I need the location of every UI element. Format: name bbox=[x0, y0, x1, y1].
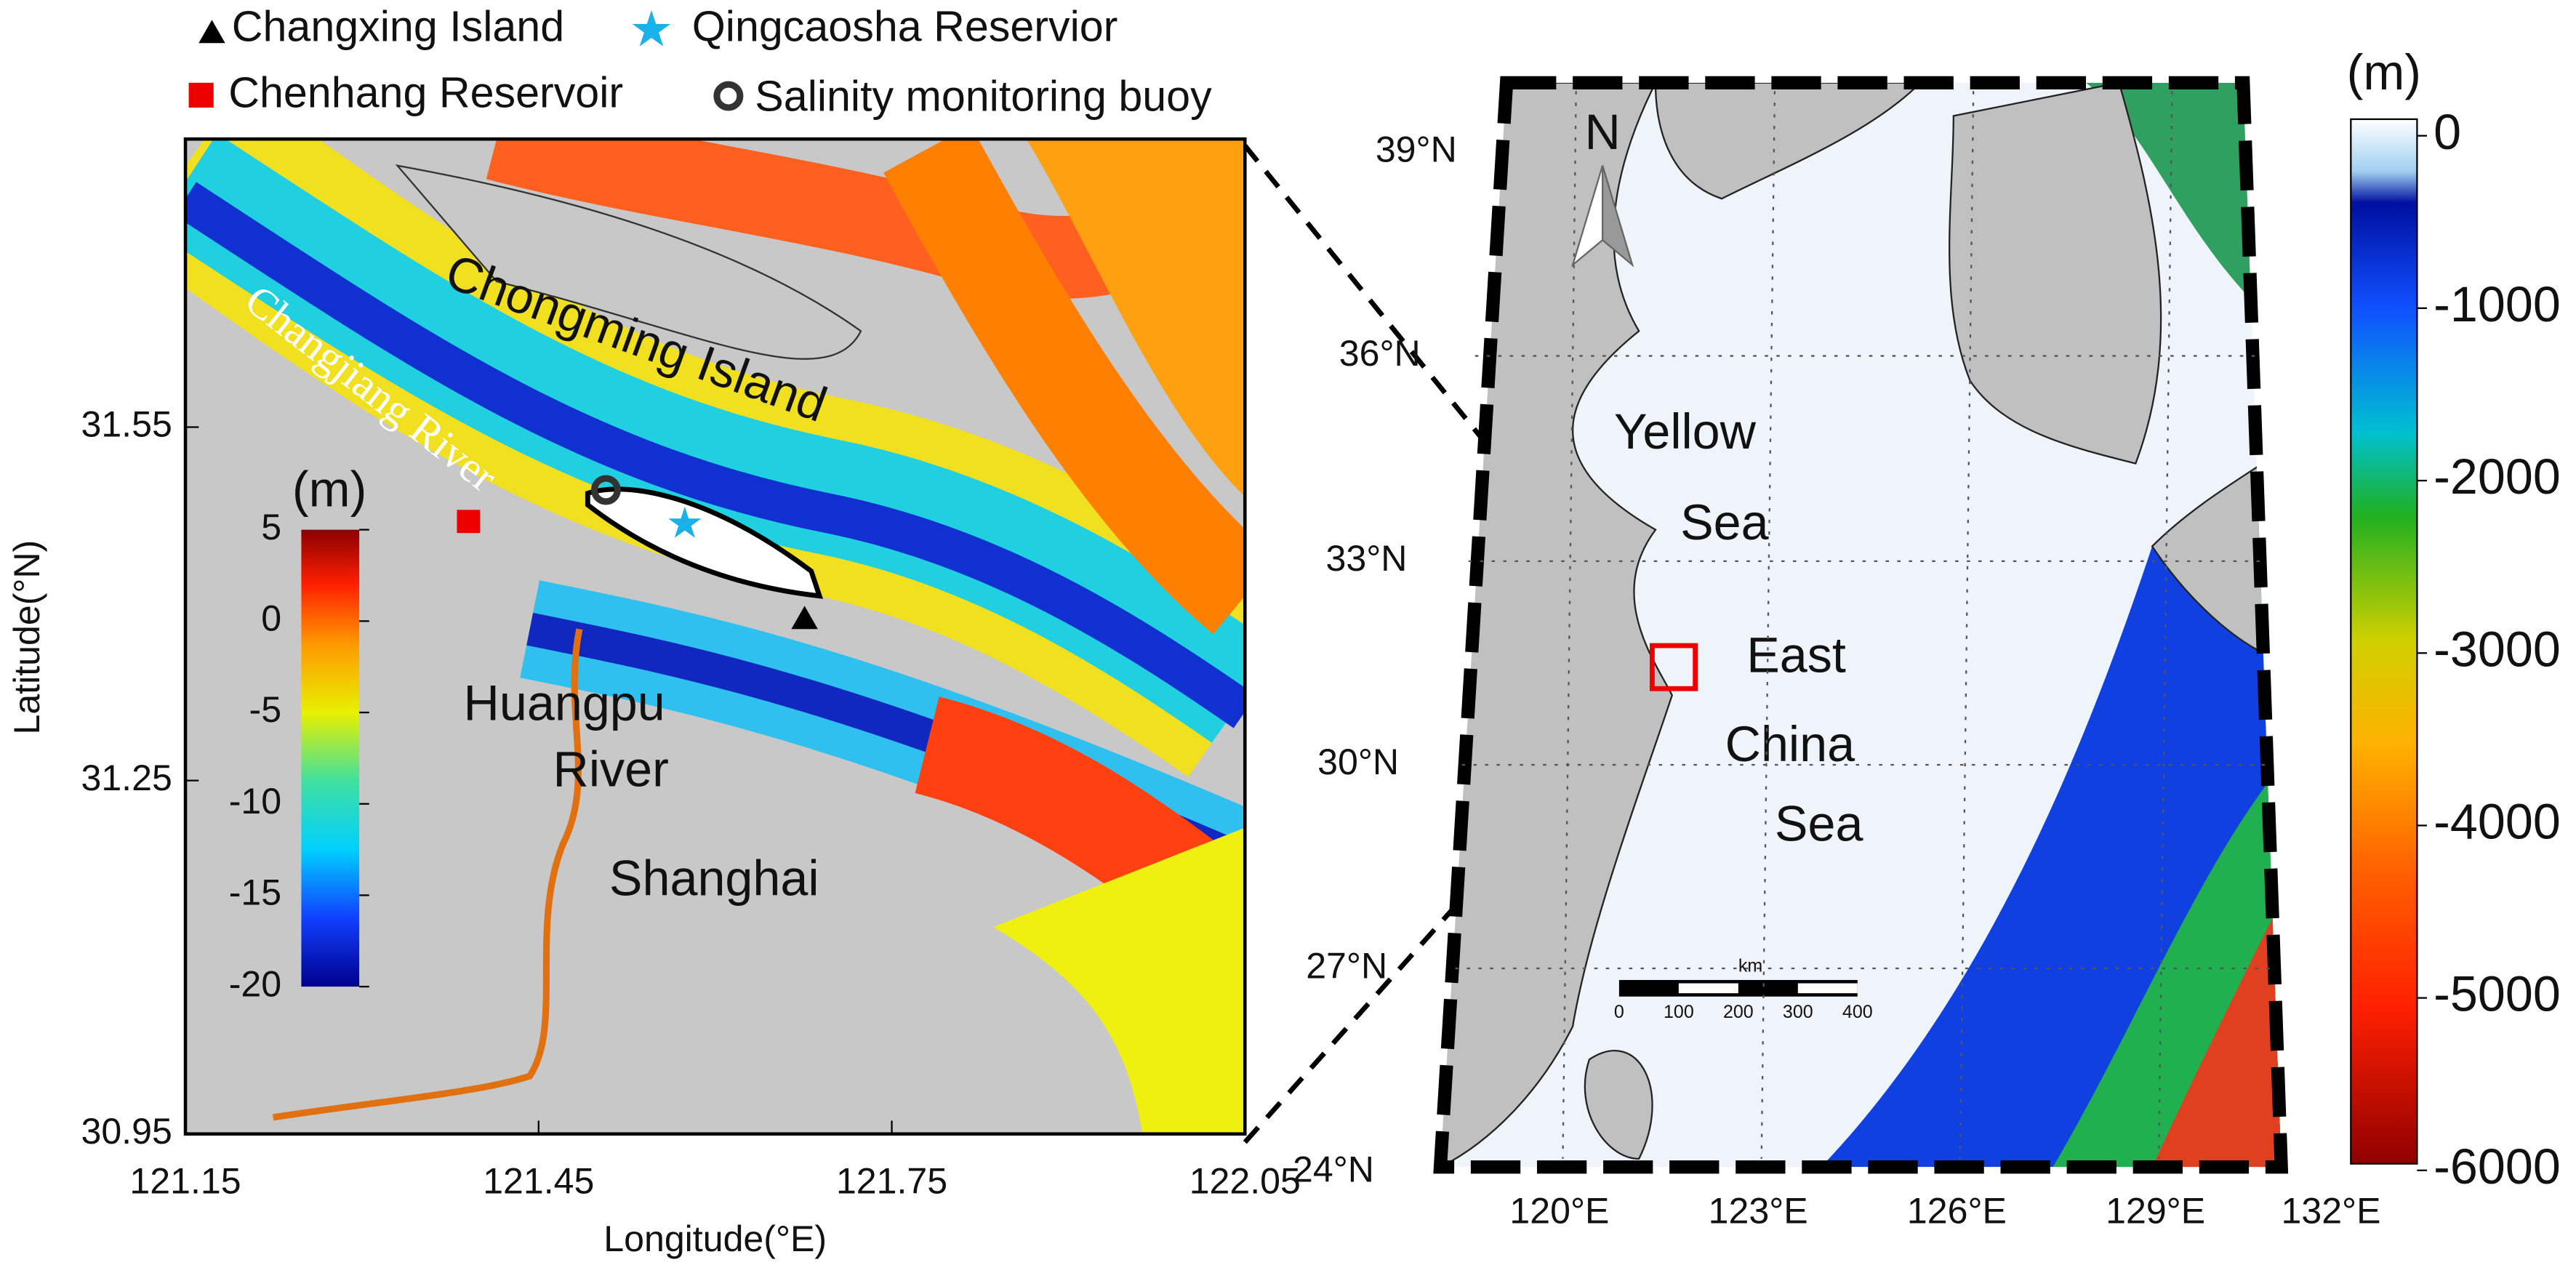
scale-bar-segment bbox=[1678, 983, 1738, 994]
colorbar-tick-label: -10 bbox=[229, 781, 281, 822]
colorbar-tick-label: -6000 bbox=[2433, 1139, 2561, 1194]
place-label: East bbox=[1746, 627, 1846, 683]
right-map bbox=[1440, 82, 2282, 1168]
scale-tick-label: 200 bbox=[1723, 1002, 1754, 1022]
legend-square bbox=[188, 82, 214, 108]
lon-label: 120°E bbox=[1509, 1190, 1609, 1231]
lat-label: 33°N bbox=[1326, 538, 1408, 579]
huangpu-river bbox=[273, 628, 583, 1121]
place-label: China bbox=[1725, 717, 1855, 772]
colorbar-tick-label: -4000 bbox=[2433, 795, 2561, 850]
left-frame bbox=[183, 137, 1247, 1136]
outer-shoal-south bbox=[993, 827, 1245, 1134]
deep-channel bbox=[185, 182, 1245, 728]
scale-tick-label: 400 bbox=[1842, 1002, 1873, 1022]
korea bbox=[1949, 82, 2162, 465]
colorbar-tick-label: 5 bbox=[261, 507, 281, 547]
colorbar-tick-label: -15 bbox=[229, 872, 281, 913]
legend-triangle bbox=[198, 20, 225, 44]
lat-label: 24°N bbox=[1293, 1149, 1374, 1189]
qingcaosha-marker: ★ bbox=[665, 499, 704, 547]
north-label: N bbox=[1584, 105, 1620, 160]
colorbar-unit: (m) bbox=[292, 462, 366, 518]
place-label: River bbox=[553, 742, 669, 797]
legend-buoy bbox=[713, 81, 744, 111]
y-axis-label: Latitude(°N) bbox=[7, 540, 47, 735]
x-axis-label: Longitude(°E) bbox=[603, 1218, 827, 1259]
lon-label: 132°E bbox=[2282, 1190, 2381, 1231]
colorbar-tick-label: -3000 bbox=[2433, 622, 2561, 677]
colorbar-tick-label: 0 bbox=[261, 598, 281, 639]
scale-unit: km bbox=[1738, 955, 1762, 976]
lat-label: 30°N bbox=[1317, 742, 1399, 782]
place-label: Sea bbox=[1680, 495, 1769, 550]
liaodong bbox=[1654, 82, 1923, 200]
graticule bbox=[1562, 91, 1577, 1159]
chongming-island bbox=[395, 164, 862, 360]
place-label: Huangpu bbox=[464, 675, 665, 731]
lat-label: 39°N bbox=[1376, 129, 1457, 170]
colorbar-tick-label: -20 bbox=[229, 963, 281, 1004]
outer-shoal bbox=[1026, 139, 1245, 497]
scale-tick-label: 300 bbox=[1783, 1002, 1813, 1022]
lon-label: 126°E bbox=[1907, 1190, 2007, 1231]
taiwan bbox=[1584, 1050, 1653, 1160]
y-tick-label: 31.55 bbox=[81, 404, 172, 445]
graticule bbox=[1760, 91, 1776, 1159]
lon-label: 123°E bbox=[1709, 1190, 1808, 1231]
colorbar-tick-label: -5000 bbox=[2433, 967, 2561, 1022]
place-label: Sea bbox=[1775, 797, 1863, 852]
abyss bbox=[2152, 893, 2282, 1168]
study-area-box bbox=[1650, 643, 1698, 691]
colorbar-tick-label: -2000 bbox=[2433, 449, 2561, 505]
chenhang-marker bbox=[457, 510, 481, 534]
place-label: Shanghai bbox=[609, 851, 819, 907]
legend-label: Salinity monitoring buoy bbox=[755, 71, 1212, 120]
colorbar-tick-label: -1000 bbox=[2433, 277, 2561, 332]
china-land bbox=[1440, 82, 1673, 1168]
x-tick-label: 121.15 bbox=[129, 1160, 241, 1201]
graticule bbox=[2158, 91, 2173, 1159]
scale-tick-label: 0 bbox=[1614, 1002, 1624, 1022]
lon-label: 129°E bbox=[2106, 1190, 2205, 1231]
scale-tick-label: 100 bbox=[1664, 1002, 1694, 1022]
lat-label: 27°N bbox=[1306, 945, 1387, 986]
y-tick-label: 30.95 bbox=[81, 1111, 172, 1152]
x-tick-label: 121.75 bbox=[836, 1160, 947, 1201]
changxing-island bbox=[585, 486, 824, 599]
right-colorbar bbox=[2350, 118, 2418, 1165]
colorbar-tick-label: -5 bbox=[249, 689, 282, 730]
legend-label: Qingcaosha Reservior bbox=[692, 2, 1118, 51]
north-arrow bbox=[1601, 165, 1634, 268]
x-tick-label: 122.05 bbox=[1189, 1160, 1301, 1201]
legend-star: ★ bbox=[629, 2, 673, 57]
lat-label: 36°N bbox=[1339, 333, 1421, 374]
colorbar-tick-label: 0 bbox=[2433, 105, 2461, 160]
sea-of-japan bbox=[2086, 82, 2282, 332]
scale-bar-segment bbox=[1797, 983, 1858, 994]
east-shoal bbox=[883, 139, 1245, 635]
left-colorbar bbox=[301, 529, 360, 987]
legend-label: Chenhang Reservoir bbox=[228, 68, 623, 117]
buoy-marker bbox=[590, 475, 621, 505]
y-tick-label: 31.25 bbox=[81, 758, 172, 798]
graticule bbox=[1959, 91, 1975, 1159]
colorbar-unit: (m) bbox=[2347, 45, 2421, 100]
left-map bbox=[185, 139, 1245, 1134]
x-tick-label: 121.45 bbox=[483, 1160, 594, 1201]
place-label: Yellow bbox=[1614, 404, 1757, 459]
changxing-marker bbox=[791, 606, 818, 630]
right-frame bbox=[1433, 76, 2289, 1174]
legend-label: Changxing Island bbox=[232, 2, 564, 51]
